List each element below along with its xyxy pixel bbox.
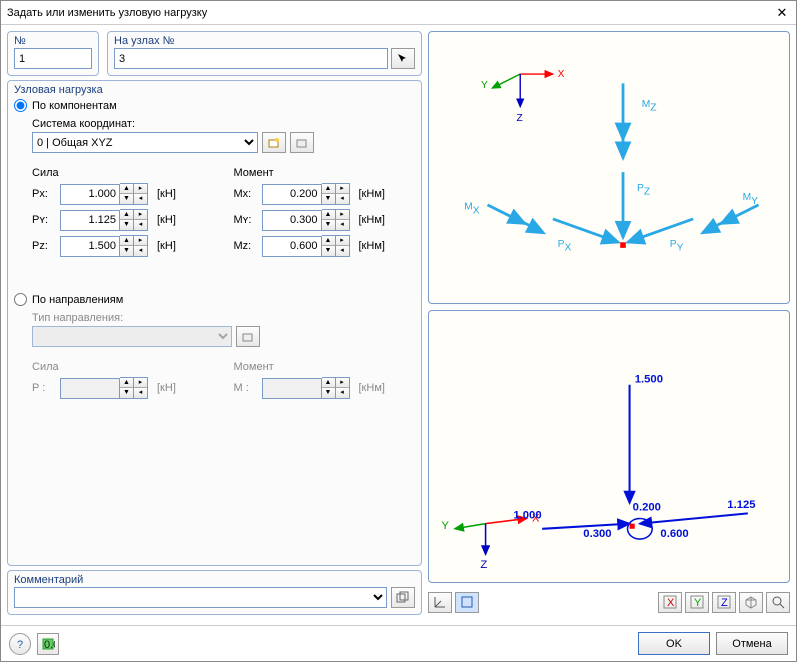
group-nodal-load: Узловая нагрузка По компонентам Система … — [7, 80, 422, 566]
radio-by-components[interactable]: По компонентам — [14, 99, 415, 112]
svg-text:0.00: 0.00 — [44, 639, 55, 651]
preview-toolbar: X Y Z — [428, 589, 790, 615]
p-input: ▲▼▸◂ — [60, 377, 148, 399]
nodes-label: На узлах № — [114, 35, 415, 47]
svg-text:Y: Y — [441, 520, 449, 532]
svg-text:1.500: 1.500 — [635, 374, 663, 386]
svg-text:0.600: 0.600 — [660, 528, 688, 540]
view-zoom-button[interactable] — [766, 592, 790, 613]
dir-type-label: Тип направления: — [32, 312, 415, 324]
svg-text:PZ: PZ — [637, 183, 650, 198]
py-input[interactable]: ▲▼▸◂ — [60, 209, 148, 231]
help-button[interactable]: ? — [9, 633, 31, 655]
new-coordsys-button[interactable] — [262, 132, 286, 153]
svg-text:MY: MY — [743, 192, 759, 207]
preview-schematic: X Y Z MZ PZ MX PX MY — [428, 31, 790, 304]
svg-text:0.200: 0.200 — [633, 501, 661, 513]
mz-input[interactable]: ▲▼▸◂ — [262, 235, 350, 257]
pick-nodes-button[interactable] — [391, 48, 415, 69]
comment-title: Комментарий — [14, 574, 415, 586]
dialog-footer: ? 0.00 OK Отмена — [1, 625, 796, 661]
svg-text:Y: Y — [481, 80, 488, 91]
svg-text:PY: PY — [670, 239, 684, 254]
svg-text:MZ: MZ — [642, 99, 657, 114]
group-number: № — [7, 31, 99, 76]
view-y-button[interactable]: Y — [685, 592, 709, 613]
group-on-nodes: На узлах № — [107, 31, 422, 76]
no-input[interactable] — [14, 48, 92, 69]
svg-text:MX: MX — [464, 202, 480, 217]
coord-sys-select[interactable]: 0 | Общая XYZ — [32, 132, 258, 153]
close-icon[interactable]: ✕ — [774, 5, 790, 21]
m-input: ▲▼▸◂ — [262, 377, 350, 399]
view-axes-button[interactable] — [428, 592, 452, 613]
no-label: № — [14, 35, 92, 47]
radio-by-direction-input[interactable] — [14, 293, 27, 306]
group-comment: Комментарий — [7, 570, 422, 615]
force-header: Сила — [32, 167, 214, 179]
dir-type-select — [32, 326, 232, 347]
svg-text:0.300: 0.300 — [583, 528, 611, 540]
svg-text:Z: Z — [480, 559, 487, 571]
svg-text:1.125: 1.125 — [727, 499, 755, 511]
radio-by-direction[interactable]: По направлениям — [14, 293, 415, 306]
dir-type-edit-button — [236, 326, 260, 347]
view-fit-button[interactable] — [455, 592, 479, 613]
comment-lib-button[interactable] — [391, 587, 415, 608]
titlebar: Задать или изменить узловую нагрузку ✕ — [1, 1, 796, 25]
nodal-load-title: Узловая нагрузка — [14, 84, 415, 96]
svg-text:Z: Z — [516, 113, 522, 124]
edit-coordsys-button[interactable] — [290, 132, 314, 153]
view-iso-button[interactable] — [739, 592, 763, 613]
my-input[interactable]: ▲▼▸◂ — [262, 209, 350, 231]
svg-text:Z: Z — [721, 597, 728, 609]
svg-text:X: X — [667, 597, 675, 609]
nodes-input[interactable] — [114, 48, 388, 69]
pz-input[interactable]: ▲▼▸◂ — [60, 235, 148, 257]
cancel-button[interactable]: Отмена — [716, 632, 788, 655]
svg-text:PX: PX — [558, 239, 572, 254]
mx-input[interactable]: ▲▼▸◂ — [262, 183, 350, 205]
coord-sys-label: Система координат: — [32, 118, 415, 130]
comment-select[interactable] — [14, 587, 387, 608]
px-input[interactable]: ▲▼▸◂ — [60, 183, 148, 205]
window-title: Задать или изменить узловую нагрузку — [7, 7, 774, 19]
radio-by-components-input[interactable] — [14, 99, 27, 112]
units-button[interactable]: 0.00 — [37, 633, 59, 655]
ok-button[interactable]: OK — [638, 632, 710, 655]
moment-header: Момент — [234, 167, 416, 179]
preview-values: X Y Z 1.500 1.000 1.125 0.200 0.300 0.60… — [428, 310, 790, 583]
svg-text:?: ? — [17, 639, 23, 651]
svg-text:Y: Y — [694, 597, 702, 609]
svg-text:1.000: 1.000 — [513, 510, 541, 522]
view-x-button[interactable]: X — [658, 592, 682, 613]
svg-text:X: X — [558, 69, 565, 80]
view-z-button[interactable]: Z — [712, 592, 736, 613]
